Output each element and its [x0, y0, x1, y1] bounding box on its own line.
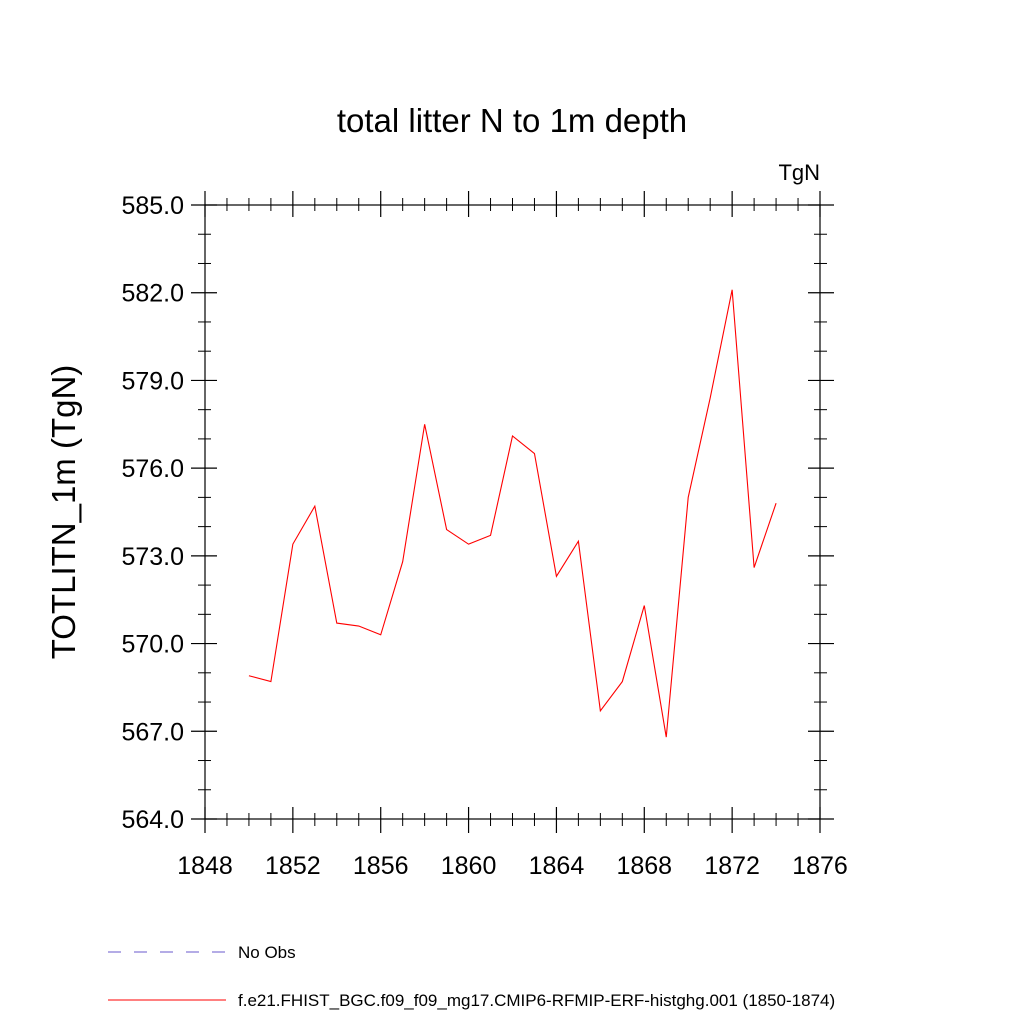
y-axis-label: TOTLITN_1m (TgN) [45, 365, 82, 660]
x-tick-label: 1868 [616, 852, 672, 880]
y-tick-label: 567.0 [121, 718, 184, 746]
series-group [248, 289, 777, 738]
y-tick-label: 579.0 [121, 367, 184, 395]
legend-label: No Obs [238, 943, 296, 962]
x-tick-label: 1876 [792, 852, 848, 880]
y-tick-label: 570.0 [121, 631, 184, 659]
units-label: TgN [778, 160, 820, 185]
x-tick-label: 1864 [529, 852, 585, 880]
x-tick-label: 1860 [441, 852, 497, 880]
y-tick-label: 576.0 [121, 455, 184, 483]
series-line [248, 289, 777, 738]
y-tick-label: 582.0 [121, 280, 184, 308]
x-tick-label: 1856 [353, 852, 409, 880]
legend: No Obs f.e21.FHIST_BGC.f09_f09_mg17.CMIP6… [108, 943, 835, 1010]
y-tick-label: 585.0 [121, 192, 184, 220]
x-tick-label: 1852 [265, 852, 321, 880]
x-tick-label: 1848 [177, 852, 233, 880]
y-tick-label: 573.0 [121, 543, 184, 571]
axis-ticks: 1848 1852 1856 1860 1864 1868 1872 1876 564.0 567… [121, 191, 848, 880]
plot-frame [204, 204, 821, 820]
x-tick-label: 1872 [704, 852, 760, 880]
chart-title: total litter N to 1m depth [337, 102, 687, 139]
legend-label: f.e21.FHIST_BGC.f09_f09_mg17.CMIP6-RFMIP… [238, 991, 835, 1010]
y-tick-label: 564.0 [121, 806, 184, 834]
